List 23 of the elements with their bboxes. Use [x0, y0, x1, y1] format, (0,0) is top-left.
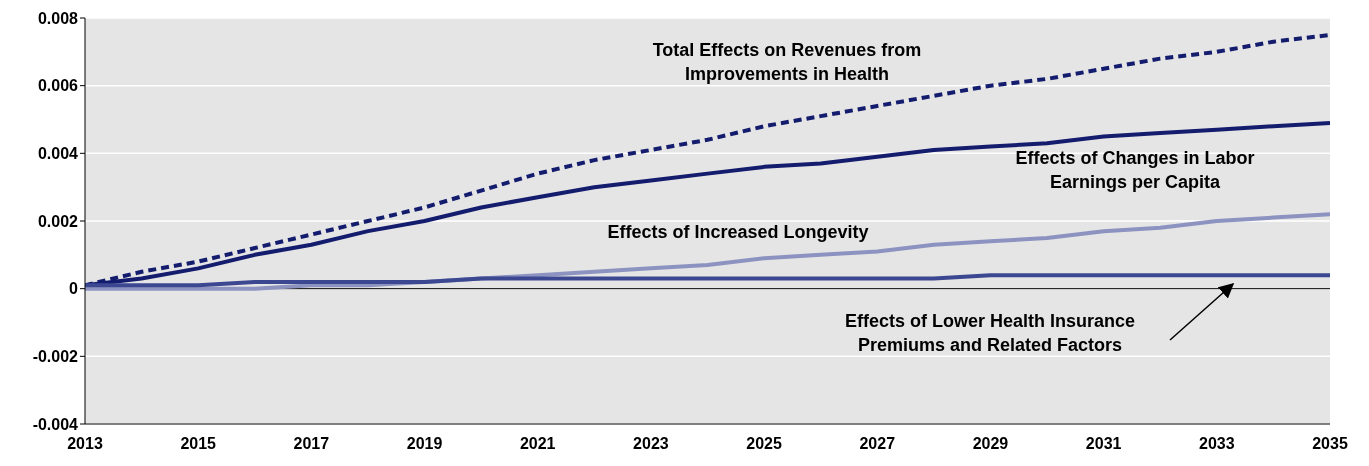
- x-tick-label: 2031: [1085, 435, 1122, 453]
- x-tick-label: 2017: [293, 435, 330, 453]
- x-tick-label: 2015: [180, 435, 217, 453]
- y-tick-label: -0.004: [32, 415, 79, 433]
- y-tick-label: 0.006: [37, 77, 79, 95]
- x-tick-label: 2029: [972, 435, 1009, 453]
- x-tick-label: 2013: [67, 435, 103, 453]
- x-tick-label: 2021: [519, 435, 556, 453]
- series-label: Total Effects on Revenues from Improvements in Health: [652, 40, 922, 84]
- series-label: Effects of Changes in Labor Earnings per Capita: [1015, 148, 1255, 192]
- x-tick-label: 2025: [746, 435, 782, 453]
- y-tick-label: -0.002: [32, 348, 79, 366]
- x-tick-label: 2027: [859, 435, 896, 453]
- x-tick-label: 2033: [1199, 435, 1235, 453]
- series-label: Effects of Lower Health Insurance Premiums and Related Factors: [844, 311, 1136, 355]
- y-tick-label: 0.004: [37, 145, 79, 163]
- x-tick-label: 2023: [633, 435, 669, 453]
- x-tick-label: 2019: [406, 435, 443, 453]
- y-tick-label: 0: [69, 280, 79, 298]
- y-tick-label: 0.008: [37, 9, 79, 27]
- y-tick-label: 0.002: [37, 212, 79, 230]
- x-tick-label: 2035: [1312, 435, 1348, 453]
- series-label: Effects of Increased Longevity: [607, 222, 869, 242]
